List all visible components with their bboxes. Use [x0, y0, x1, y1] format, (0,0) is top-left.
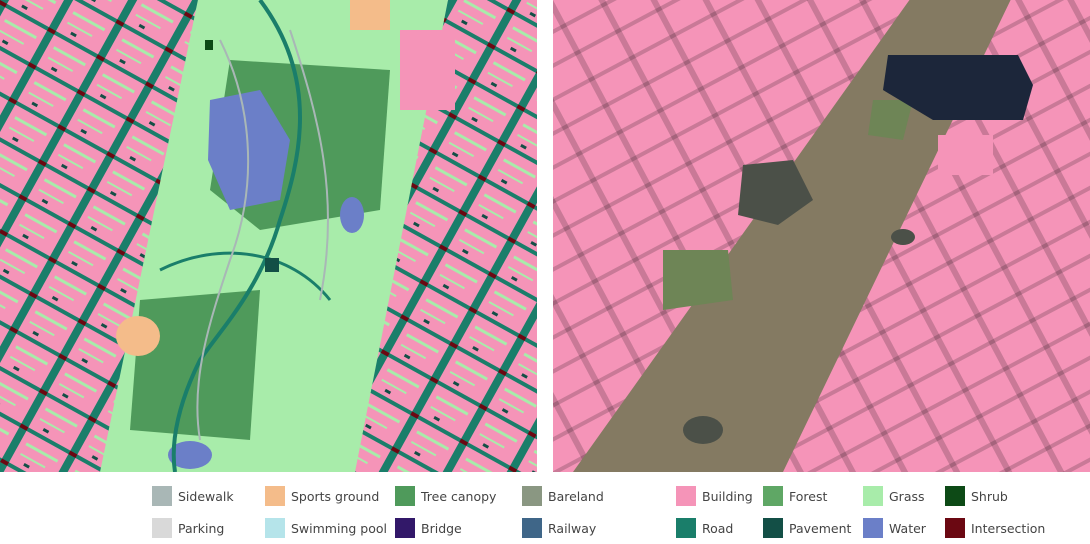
pond-south-3d [683, 416, 723, 444]
legend-item-building: Building [676, 480, 763, 512]
legend-label: Parking [178, 520, 225, 536]
legend-swatch [945, 518, 965, 538]
sports-ground-north [350, 0, 390, 30]
legend-swatch [265, 486, 285, 506]
legend-item-sidewalk: Sidewalk [152, 480, 265, 512]
legend-label: Sports ground [291, 488, 380, 504]
legend-item-shrub: Shrub [945, 480, 1045, 512]
legend-item-parking: Parking [152, 512, 265, 544]
legend-swatch [676, 518, 696, 538]
legend-item-road: Road [676, 512, 763, 544]
legend-swatch [763, 518, 783, 538]
legend-item-bareland: Bareland [522, 480, 676, 512]
lake-3d [738, 160, 813, 225]
reconstruction-3d [553, 0, 1090, 472]
park-path-2 [289, 29, 330, 301]
legend-label: Tree canopy [421, 488, 497, 504]
tree-canopy-south [130, 290, 260, 440]
legend-label: Forest [789, 488, 828, 504]
legend-item-swimming-pool: Swimming pool [265, 512, 395, 544]
legend-label: Pavement [789, 520, 852, 536]
pond [340, 197, 364, 233]
legend-swatch [763, 486, 783, 506]
shrub-patch [205, 40, 213, 50]
pavement-patch [265, 258, 279, 272]
reservoir [208, 90, 290, 210]
central-park [100, 0, 455, 472]
park-drive [171, 0, 302, 472]
reservoir-3d [883, 55, 1033, 120]
legend-item-tree-canopy: Tree canopy [395, 480, 522, 512]
legend-swatch [152, 518, 172, 538]
lawn-north [868, 100, 913, 140]
legend-item-railway: Railway [522, 512, 676, 544]
legend-label: Sidewalk [178, 488, 234, 504]
legend-swatch [863, 486, 883, 506]
great-lawn [116, 316, 160, 356]
legend-item-sports-ground: Sports ground [265, 480, 395, 512]
legend-item-water: Water [863, 512, 945, 544]
legend-label: Building [702, 488, 753, 504]
legend-swatch [395, 518, 415, 538]
legend-label: Swimming pool [291, 520, 387, 536]
legend-label: Road [702, 520, 734, 536]
legend-item-forest: Forest [763, 480, 863, 512]
legend-swatch [152, 486, 172, 506]
legend-swatch [863, 518, 883, 538]
park-drive-loop [159, 251, 332, 301]
legend-label: Water [889, 520, 926, 536]
legend: Sidewalk Sports ground Tree canopy Barel… [152, 480, 1045, 544]
legend-swatch [522, 518, 542, 538]
legend-label: Bareland [548, 488, 604, 504]
legend-item-bridge: Bridge [395, 512, 522, 544]
legend-label: Grass [889, 488, 925, 504]
building-east [400, 30, 455, 110]
legend-swatch [676, 486, 696, 506]
pond-south [168, 441, 212, 469]
legend-item-intersection: Intersection [945, 512, 1045, 544]
legend-label: Bridge [421, 520, 462, 536]
legend-item-pavement: Pavement [763, 512, 863, 544]
segmentation-map [0, 0, 537, 472]
legend-swatch [395, 486, 415, 506]
legend-label: Intersection [971, 520, 1046, 536]
legend-swatch [522, 486, 542, 506]
legend-item-grass: Grass [863, 480, 945, 512]
pond-3d [891, 229, 915, 245]
legend-label: Railway [548, 520, 597, 536]
legend-swatch [265, 518, 285, 538]
lawn [663, 250, 733, 310]
legend-label: Shrub [971, 488, 1008, 504]
legend-swatch [945, 486, 965, 506]
park-path [196, 39, 250, 441]
building-block-east [938, 135, 993, 175]
